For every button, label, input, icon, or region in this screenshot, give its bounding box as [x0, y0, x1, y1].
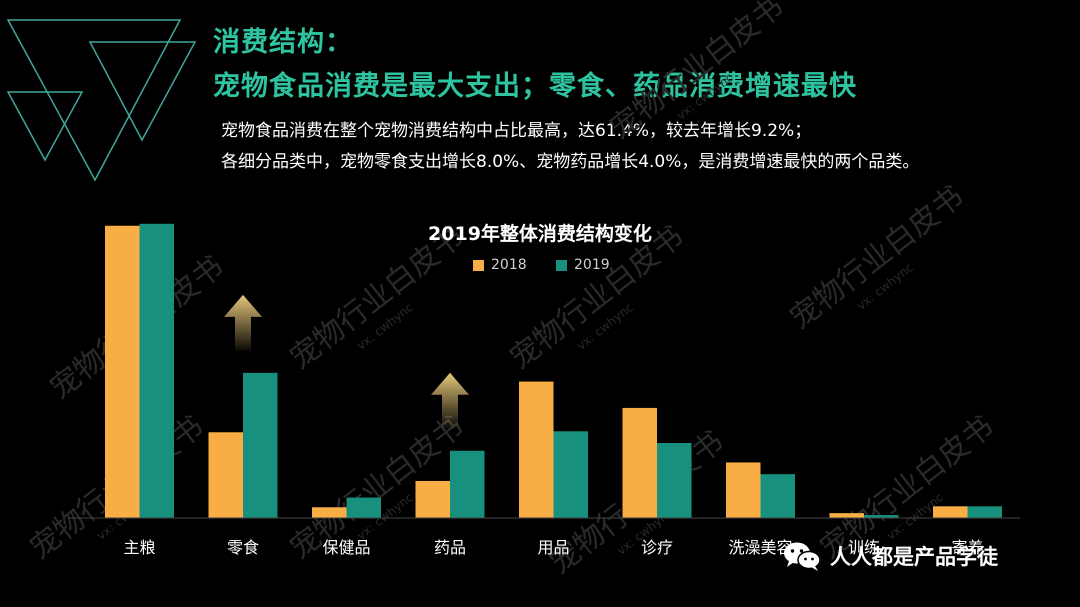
page-title-line1: 消费结构： [213, 27, 353, 58]
bar-2019-用品 [553, 431, 588, 518]
bar-2018-寄养 [933, 506, 968, 518]
footer-brand-text: 人人都是产品学徒 [830, 545, 998, 569]
bar-2019-训练 [864, 515, 899, 518]
bar-2018-用品 [519, 381, 554, 518]
description-line1: 宠物食品消费在整个宠物消费结构中占比最高，达61.4%，较去年增长9.2%； [221, 121, 812, 141]
category-label: 诊疗 [641, 538, 673, 557]
category-label: 寄养 [951, 538, 983, 557]
bar-2018-保健品 [312, 507, 347, 518]
category-label: 药品 [434, 538, 466, 557]
bar-2018-零食 [208, 432, 243, 518]
description-line2: 各细分品类中，宠物零食支出增长8.0%、宠物药品增长4.0%，是消费增速最快的两… [221, 152, 920, 172]
footer-brand: 人人都是产品学徒 [782, 540, 998, 572]
logo-triangle-large [6, 19, 182, 182]
bar-2019-零食 [243, 372, 278, 518]
legend-swatch-2018 [473, 259, 484, 271]
bars-layer [105, 223, 1002, 518]
chart-title: 2019年整体消费结构变化 [428, 223, 652, 245]
legend-label-2018: 2018 [491, 257, 527, 273]
category-label: 保健品 [322, 538, 370, 557]
legend-item-2018: 2018 [473, 257, 527, 273]
bar-2018-训练 [829, 513, 864, 518]
logo-triangle-small-left [6, 91, 84, 162]
category-label: 主粮 [123, 538, 155, 557]
category-label: 训练 [848, 538, 880, 557]
triangle-logo-decoration [6, 19, 197, 182]
legend-label-2019: 2019 [574, 257, 610, 273]
wechat-icon [784, 542, 821, 571]
watermark-text: 宠物行业白皮书 [783, 179, 970, 336]
logo-triangle-small-right [88, 41, 197, 142]
legend-item-2019: 2019 [556, 257, 610, 273]
bar-2018-洗澡美容 [726, 462, 761, 518]
bar-2019-洗澡美容 [760, 474, 795, 518]
up-arrow-icon [224, 294, 262, 351]
bar-2019-诊疗 [657, 442, 692, 518]
bar-2018-诊疗 [622, 407, 657, 518]
legend-swatch-2019 [556, 259, 567, 271]
bar-2019-寄养 [967, 506, 1002, 518]
page-title-line2: 宠物食品消费是最大支出；零食、药品消费增速最快 [213, 71, 857, 102]
category-label: 洗澡美容 [728, 538, 792, 557]
bar-2018-主粮 [105, 225, 140, 518]
bar-2019-药品 [450, 450, 485, 518]
bar-2019-主粮 [139, 223, 174, 518]
category-labels: 主粮 零食 保健品 药品 用品 诊疗 洗澡美容 训练 寄养 [123, 538, 983, 557]
category-label: 用品 [537, 538, 569, 557]
bar-2019-保健品 [346, 497, 381, 518]
arrows-layer [224, 294, 469, 429]
bar-2018-药品 [415, 480, 450, 518]
watermark-text: 宠物行业白皮书 [603, 0, 790, 146]
category-label: 零食 [227, 538, 259, 557]
up-arrow-icon [431, 372, 469, 429]
